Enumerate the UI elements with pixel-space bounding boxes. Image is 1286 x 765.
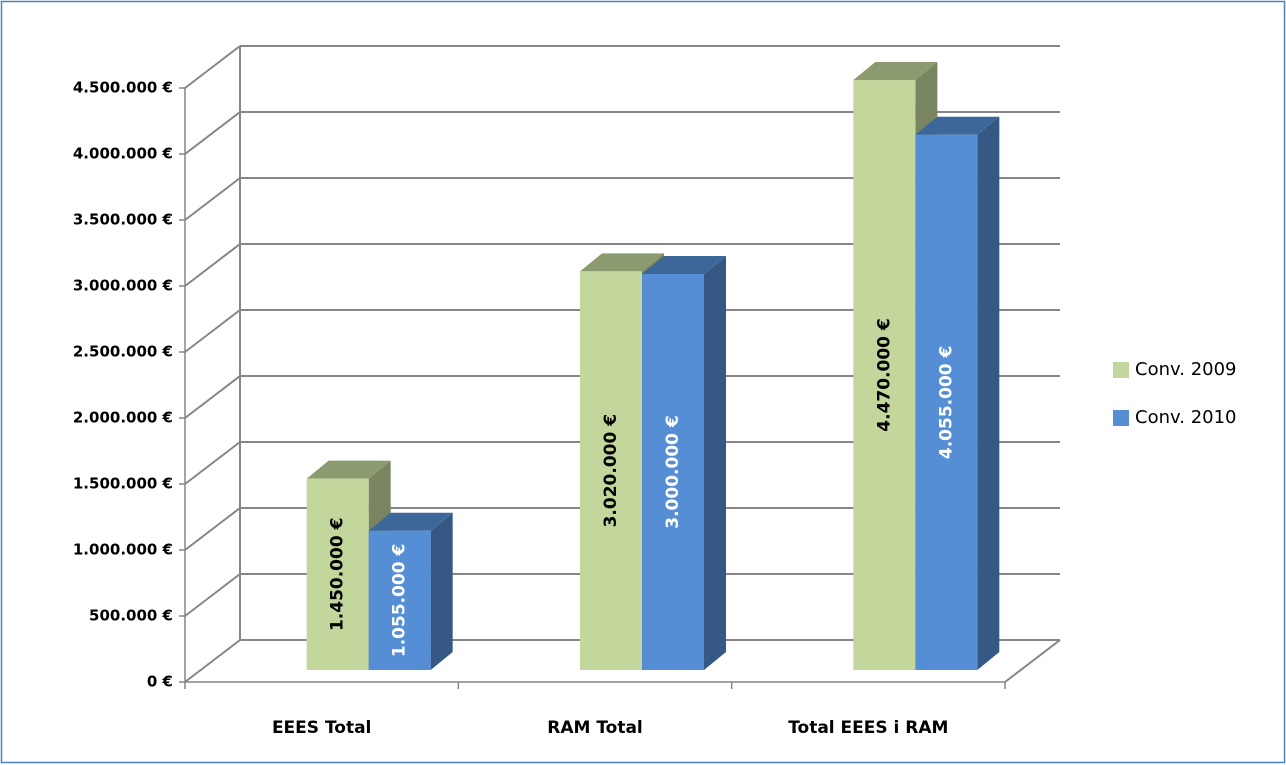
y-tick-label: 4.500.000 € bbox=[73, 79, 173, 97]
y-tick-label: 3.500.000 € bbox=[73, 211, 173, 229]
bar-top bbox=[853, 61, 938, 80]
value-label: 1.450.000 € bbox=[328, 518, 348, 631]
grid-line-side bbox=[184, 243, 241, 287]
bar bbox=[306, 478, 369, 670]
grid-line-side bbox=[184, 507, 241, 551]
bar-top bbox=[915, 116, 1000, 135]
value-label: 4.470.000 € bbox=[874, 318, 894, 431]
bar-group: 4.055.000 € bbox=[915, 116, 1000, 671]
bar-top bbox=[306, 460, 391, 479]
legend-label: Conv. 2009 bbox=[1135, 359, 1237, 380]
y-tick-label: 1.000.000 € bbox=[73, 541, 173, 559]
bar bbox=[915, 134, 978, 671]
y-tick-label: 1.500.000 € bbox=[73, 475, 173, 493]
value-label: 3.000.000 € bbox=[663, 415, 683, 528]
grid-line-side bbox=[184, 573, 241, 617]
legend-swatch bbox=[1113, 362, 1129, 378]
grid-line-side bbox=[184, 639, 241, 683]
bar-group: 1.450.000 € bbox=[306, 460, 391, 670]
y-tick-label: 0 € bbox=[147, 673, 173, 691]
bar bbox=[853, 79, 916, 670]
value-label: 1.055.000 € bbox=[390, 544, 410, 657]
bar-top bbox=[368, 512, 453, 531]
grid-line-side bbox=[184, 441, 241, 485]
bar bbox=[642, 274, 704, 670]
x-tick-label: Total EEES i RAM bbox=[788, 718, 948, 738]
grid-line-side bbox=[184, 45, 241, 89]
grid-line-side bbox=[184, 177, 241, 221]
value-label: 4.055.000 € bbox=[936, 346, 956, 459]
bar-group: 3.000.000 € bbox=[642, 256, 726, 670]
y-tick-label: 2.000.000 € bbox=[73, 409, 173, 427]
bar-top bbox=[580, 253, 664, 272]
value-label: 3.020.000 € bbox=[601, 414, 621, 527]
grid-line-side bbox=[184, 309, 241, 353]
y-tick-label: 3.000.000 € bbox=[73, 277, 173, 295]
legend-label: Conv. 2010 bbox=[1135, 407, 1237, 428]
legend-swatch bbox=[1113, 410, 1129, 426]
bar-group: 1.055.000 € bbox=[368, 512, 453, 670]
bar-side bbox=[430, 512, 453, 670]
bar-side bbox=[704, 256, 726, 670]
bar-top bbox=[642, 256, 726, 274]
y-tick-label: 500.000 € bbox=[89, 607, 173, 625]
bar bbox=[580, 271, 642, 670]
x-tick-label: RAM Total bbox=[547, 718, 643, 738]
x-tick-label: EEES Total bbox=[272, 718, 371, 738]
grid-line-side bbox=[184, 375, 241, 419]
bar-side bbox=[977, 116, 1000, 671]
y-tick-label: 4.000.000 € bbox=[73, 145, 173, 163]
floor-right bbox=[1004, 639, 1061, 683]
y-tick-label: 2.500.000 € bbox=[73, 343, 173, 361]
grid-line-side bbox=[184, 111, 241, 155]
bar bbox=[368, 530, 431, 670]
